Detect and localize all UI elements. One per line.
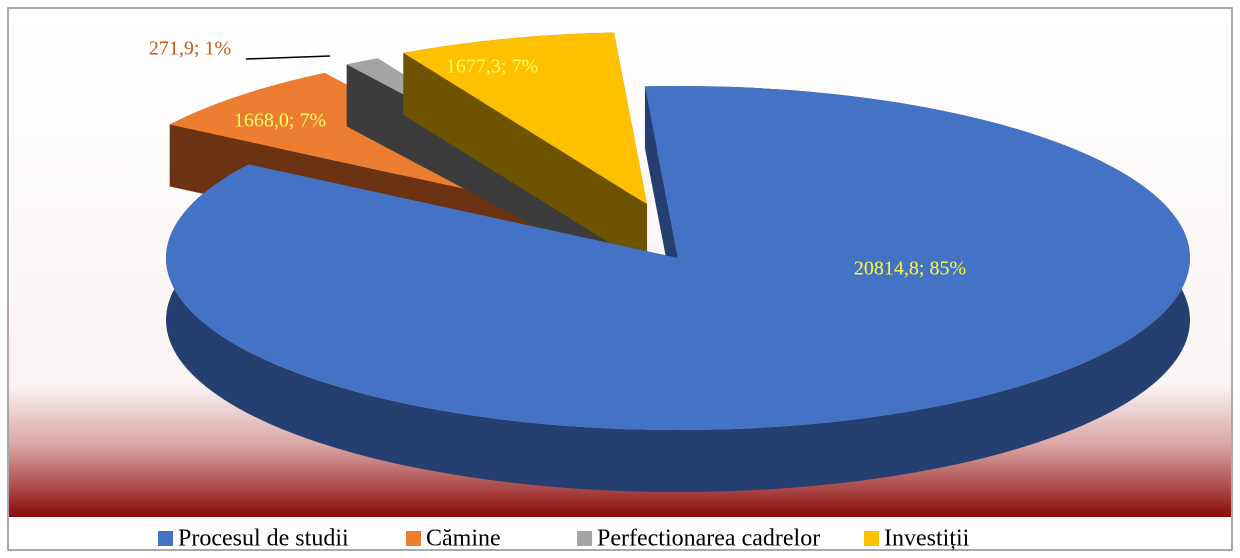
pie <box>165 32 1191 493</box>
legend-label: Cămine <box>426 526 501 552</box>
slice <box>403 32 648 205</box>
legend-swatch <box>406 531 421 546</box>
data-label: 1668,0; 7% <box>234 110 326 132</box>
legend-swatch <box>158 531 173 546</box>
data-label: 1677,3; 7% <box>446 56 538 78</box>
data-labels: 20814,8; 85% 1668,0; 7% 271,9; 1% 1677,3; 7… <box>149 38 966 280</box>
legend: Procesul de studii Cămine Perfectionarea c… <box>158 526 970 552</box>
legend-label: Perfectionarea cadrelor <box>597 526 820 552</box>
legend-swatch <box>864 531 879 546</box>
leader-line <box>245 55 331 60</box>
data-label: 20814,8; 85% <box>854 258 966 280</box>
slice <box>165 86 1191 430</box>
legend-label: Procesul de studii <box>178 526 349 552</box>
legend-label: Investiții <box>884 526 970 552</box>
legend-swatch <box>577 531 592 546</box>
slice-wall <box>403 52 648 267</box>
data-label: 271,9; 1% <box>149 38 231 60</box>
